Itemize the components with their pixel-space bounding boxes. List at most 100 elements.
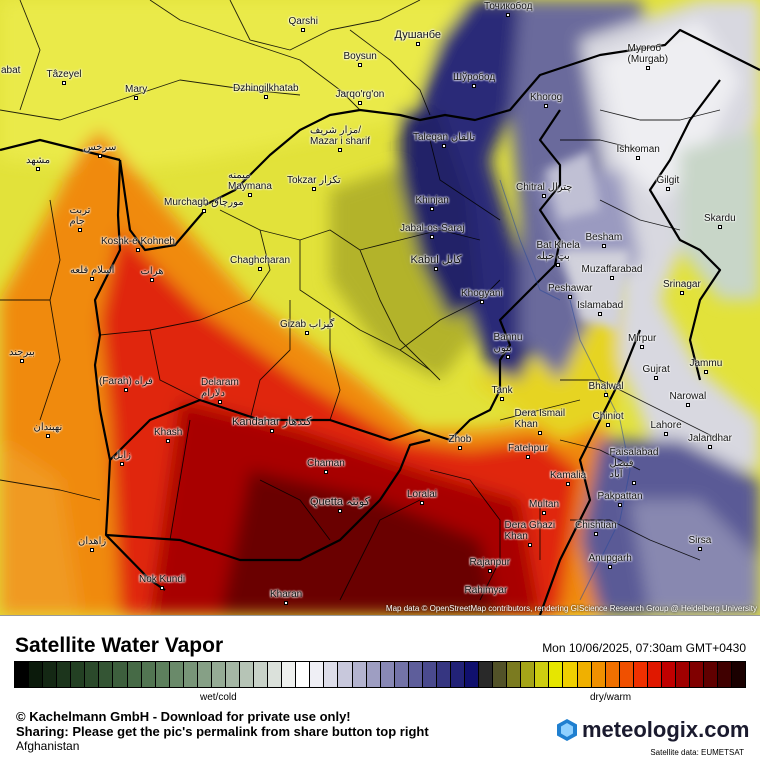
city-label: Loralai	[407, 489, 438, 500]
city-label: Taleqan تالقان	[413, 132, 476, 143]
scale-swatch	[85, 662, 100, 687]
city-marker	[566, 482, 570, 486]
city-label: Mary	[125, 84, 148, 95]
city-label: Quetta کوئٹہ	[310, 496, 370, 508]
city-label: Khogyani	[461, 288, 503, 299]
city-marker	[640, 345, 644, 349]
scale-swatch	[338, 662, 353, 687]
city-marker	[538, 431, 542, 435]
city-marker	[202, 209, 206, 213]
city-marker	[20, 359, 24, 363]
city-marker	[78, 228, 82, 232]
city-label: Jammu	[689, 358, 723, 369]
scale-swatch	[450, 662, 465, 687]
scale-swatch	[535, 662, 550, 687]
city-marker	[544, 104, 548, 108]
city-marker	[606, 423, 610, 427]
city-marker	[90, 277, 94, 281]
city-marker	[338, 509, 342, 513]
scale-swatch	[465, 662, 480, 687]
scale-low-label: wet/cold	[200, 692, 237, 703]
city-label: تربت جام	[69, 205, 91, 227]
city-label: سرخس	[83, 142, 117, 153]
city-marker	[301, 28, 305, 32]
scale-swatch	[479, 662, 494, 687]
scale-swatch	[704, 662, 719, 687]
city-marker	[458, 446, 462, 450]
city-label: Chaghcharan	[230, 255, 291, 266]
scale-swatch	[310, 662, 325, 687]
scale-swatch	[661, 662, 676, 687]
color-scale-bar	[14, 661, 746, 688]
scale-swatch	[352, 662, 367, 687]
city-label: بیرجند	[9, 347, 35, 358]
city-label: Rajanpur	[469, 557, 511, 568]
city-label: Tokzar تکزار	[287, 175, 341, 186]
page-title: Satellite Water Vapor	[15, 634, 224, 657]
city-label: abat	[1, 65, 21, 76]
city-marker	[258, 267, 262, 271]
scale-swatch	[113, 662, 128, 687]
logo-icon	[557, 719, 577, 741]
scale-swatch	[563, 662, 578, 687]
city-label: Gizab گیزاب	[280, 319, 335, 330]
scale-high-label: dry/warm	[590, 692, 632, 703]
scale-swatch	[732, 662, 746, 687]
scale-swatch	[718, 662, 733, 687]
city-marker	[506, 13, 510, 17]
scale-swatch	[619, 662, 634, 687]
city-label: Khash	[154, 427, 183, 438]
city-label: Ishkoman	[616, 144, 660, 155]
scale-swatch	[57, 662, 72, 687]
city-label: Dzhingilkhatab	[233, 83, 299, 94]
datetime: Mon 10/06/2025, 07:30am GMT+0430	[542, 641, 746, 655]
scale-swatch	[296, 662, 311, 687]
city-label: Мургоб (Murgab)	[627, 43, 669, 65]
city-marker	[594, 532, 598, 536]
sharing-notice: Sharing: Please get the pic's permalink …	[16, 724, 429, 739]
city-marker	[312, 187, 316, 191]
city-marker	[264, 95, 268, 99]
city-marker	[480, 300, 484, 304]
city-marker	[416, 42, 420, 46]
copyright-notice: © Kachelmann GmbH - Download for private…	[16, 709, 351, 724]
scale-swatch	[577, 662, 592, 687]
city-label: Gilgit	[656, 175, 680, 186]
city-label: زاهدان	[78, 536, 107, 547]
satellite-source: Satellite data: EUMETSAT	[650, 748, 744, 757]
city-marker	[528, 543, 532, 547]
city-marker	[636, 156, 640, 160]
city-label: Dera Ghazi Khan	[504, 520, 556, 542]
city-label: زابل	[113, 450, 131, 461]
city-marker	[434, 267, 438, 271]
satellite-map[interactable]: Qarshi Точикобод Душанбе Мургоб (Murgab) Boys…	[0, 0, 760, 615]
city-label: Faisalabad فیصل آباد	[609, 447, 659, 480]
city-label: میمنه Maymana	[228, 170, 272, 192]
scale-swatch	[324, 662, 339, 687]
city-label: Nok Kundi	[139, 574, 186, 585]
city-label: Qarshi	[288, 16, 318, 27]
city-label: Душанбе	[394, 29, 442, 41]
city-marker	[430, 207, 434, 211]
city-marker	[430, 235, 434, 239]
city-label: Muzaffarabad	[581, 264, 643, 275]
city-marker	[542, 194, 546, 198]
city-marker	[134, 96, 138, 100]
scale-swatch	[29, 662, 44, 687]
meteologix-logo[interactable]: meteologix.com	[556, 716, 756, 744]
city-marker	[686, 403, 690, 407]
city-label: Tâzeyel	[46, 69, 82, 80]
city-label: Zhob	[448, 434, 472, 445]
scale-swatch	[169, 662, 184, 687]
city-marker	[98, 154, 102, 158]
city-label: Jabal-os-Saraj	[400, 223, 465, 234]
scale-swatch	[422, 662, 437, 687]
city-label: Jarqo'rg'on	[335, 89, 385, 100]
map-credit[interactable]: Map data © OpenStreetMap contributors, r…	[385, 604, 757, 613]
scale-swatch	[493, 662, 508, 687]
city-marker	[62, 81, 66, 85]
city-label: Mirpur	[628, 333, 657, 344]
city-label: Murchagh مورچاق	[164, 197, 244, 208]
scale-swatch	[394, 662, 409, 687]
city-label: Fatehpur	[508, 443, 549, 454]
